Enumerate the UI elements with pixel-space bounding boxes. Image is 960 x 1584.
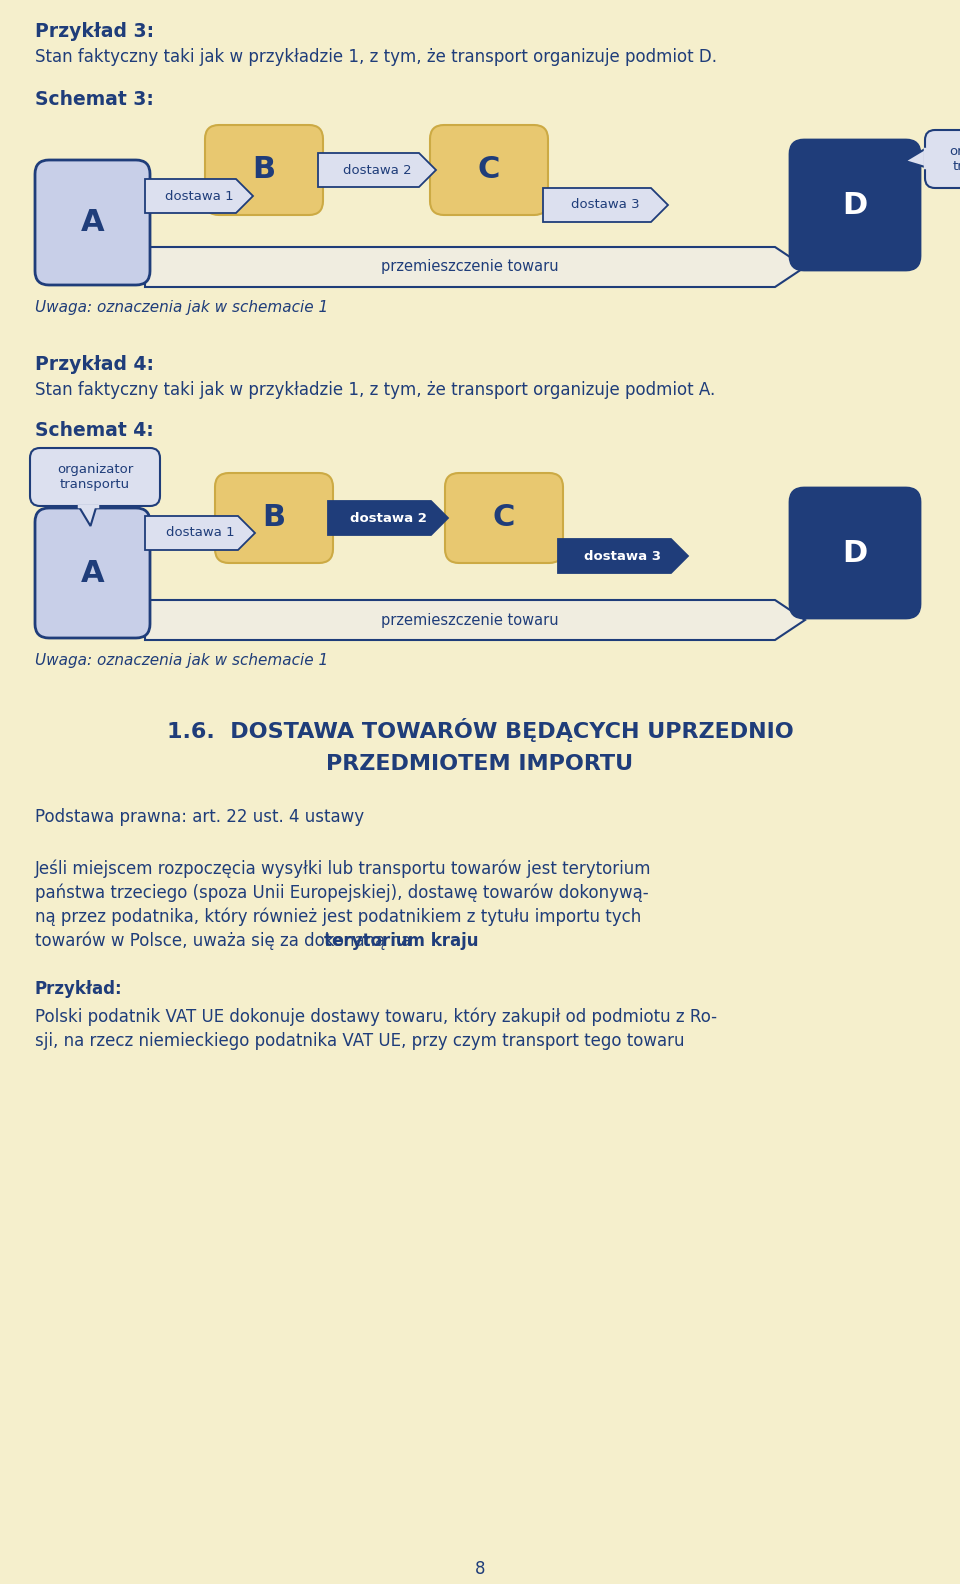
Polygon shape xyxy=(145,247,805,287)
FancyBboxPatch shape xyxy=(445,474,563,562)
Text: A: A xyxy=(81,208,105,238)
Text: D: D xyxy=(842,539,868,567)
Text: 1.6.  DOSTAWA TOWARÓW BĘDĄCYCH UPRZEDNIO: 1.6. DOSTAWA TOWARÓW BĘDĄCYCH UPRZEDNIO xyxy=(167,718,793,741)
Text: Przykład 3:: Przykład 3: xyxy=(35,22,155,41)
Polygon shape xyxy=(905,149,925,166)
Text: Uwaga: oznaczenia jak w schemacie 1: Uwaga: oznaczenia jak w schemacie 1 xyxy=(35,653,328,668)
Polygon shape xyxy=(145,516,255,550)
FancyBboxPatch shape xyxy=(35,160,150,285)
Text: C: C xyxy=(478,155,500,184)
Text: dostawa 1: dostawa 1 xyxy=(166,526,234,540)
Text: Przykład 4:: Przykład 4: xyxy=(35,355,154,374)
Polygon shape xyxy=(318,154,436,187)
Text: sji, na rzecz niemieckiego podatnika VAT UE, przy czym transport tego towaru: sji, na rzecz niemieckiego podatnika VAT… xyxy=(35,1033,684,1050)
Text: przemieszczenie towaru: przemieszczenie towaru xyxy=(381,260,559,274)
Polygon shape xyxy=(79,505,97,526)
FancyBboxPatch shape xyxy=(925,130,960,188)
Polygon shape xyxy=(558,539,688,573)
FancyBboxPatch shape xyxy=(215,474,333,562)
Text: .: . xyxy=(438,931,443,950)
FancyBboxPatch shape xyxy=(30,448,160,505)
Text: Schemat 4:: Schemat 4: xyxy=(35,421,154,440)
FancyBboxPatch shape xyxy=(35,508,150,638)
FancyBboxPatch shape xyxy=(205,125,323,215)
FancyBboxPatch shape xyxy=(790,488,920,618)
Text: Jeśli miejscem rozpoczęcia wysyłki lub transportu towarów jest terytorium: Jeśli miejscem rozpoczęcia wysyłki lub t… xyxy=(35,860,652,879)
Text: Uwaga: oznaczenia jak w schemacie 1: Uwaga: oznaczenia jak w schemacie 1 xyxy=(35,299,328,315)
Text: terytorium kraju: terytorium kraju xyxy=(324,931,478,950)
Text: D: D xyxy=(842,190,868,220)
Text: Stan faktyczny taki jak w przykładzie 1, z tym, że transport organizuje podmiot : Stan faktyczny taki jak w przykładzie 1,… xyxy=(35,48,717,67)
Text: 8: 8 xyxy=(475,1560,485,1578)
Text: B: B xyxy=(252,155,276,184)
Text: Stan faktyczny taki jak w przykładzie 1, z tym, że transport organizuje podmiot : Stan faktyczny taki jak w przykładzie 1,… xyxy=(35,382,715,399)
Text: organizator
transportu: organizator transportu xyxy=(949,146,960,173)
Text: przemieszczenie towaru: przemieszczenie towaru xyxy=(381,613,559,627)
Text: Polski podatnik VAT UE dokonuje dostawy towaru, który zakupił od podmiotu z Ro-: Polski podatnik VAT UE dokonuje dostawy … xyxy=(35,1007,717,1026)
Text: B: B xyxy=(262,504,285,532)
Text: dostawa 3: dostawa 3 xyxy=(585,550,661,562)
Text: dostawa 1: dostawa 1 xyxy=(165,190,233,203)
Text: Podstawa prawna: art. 22 ust. 4 ustawy: Podstawa prawna: art. 22 ust. 4 ustawy xyxy=(35,808,364,825)
Text: dostawa 2: dostawa 2 xyxy=(349,512,426,524)
Text: C: C xyxy=(492,504,516,532)
Text: Przykład:: Przykład: xyxy=(35,980,123,998)
Text: A: A xyxy=(81,559,105,588)
Polygon shape xyxy=(543,188,668,222)
Polygon shape xyxy=(145,179,253,212)
FancyBboxPatch shape xyxy=(430,125,548,215)
Text: dostawa 2: dostawa 2 xyxy=(343,163,411,176)
FancyBboxPatch shape xyxy=(790,139,920,269)
Polygon shape xyxy=(145,600,805,640)
Text: towarów w Polsce, uważa się za dokonaną na: towarów w Polsce, uważa się za dokonaną … xyxy=(35,931,417,950)
Polygon shape xyxy=(328,501,448,535)
Text: dostawa 3: dostawa 3 xyxy=(570,198,639,212)
Text: organizator
transportu: organizator transportu xyxy=(57,463,133,491)
Text: państwa trzeciego (spoza Unii Europejskiej), dostawę towarów dokonywą-: państwa trzeciego (spoza Unii Europejski… xyxy=(35,884,649,903)
Text: ną przez podatnika, który również jest podatnikiem z tytułu importu tych: ną przez podatnika, który również jest p… xyxy=(35,908,641,927)
Text: PRZEDMIOTEM IMPORTU: PRZEDMIOTEM IMPORTU xyxy=(326,754,634,775)
Text: Schemat 3:: Schemat 3: xyxy=(35,90,154,109)
